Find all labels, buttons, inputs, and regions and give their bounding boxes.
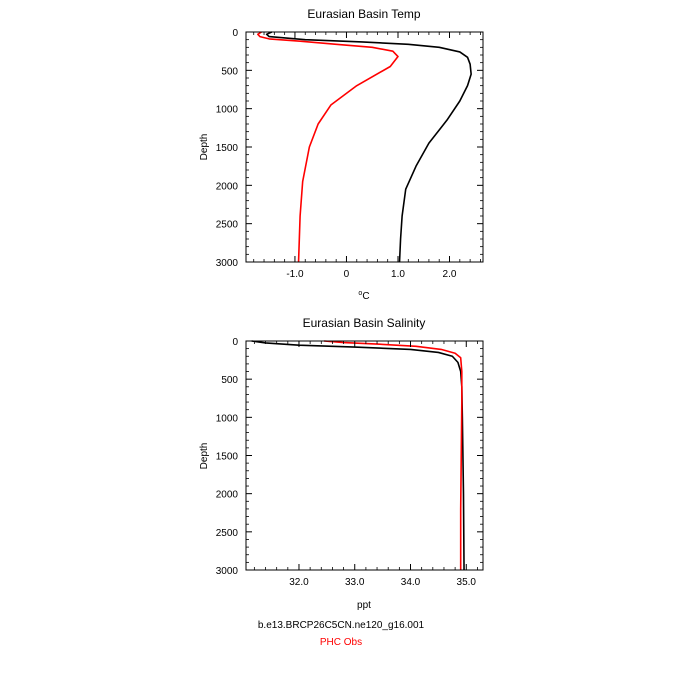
- salinity-ylabel: Depth: [199, 443, 210, 470]
- salinity-title: Eurasian Basin Salinity: [303, 316, 426, 330]
- salinity-ytick-label: 3000: [216, 566, 239, 577]
- temp-ytick-label: 3000: [216, 258, 239, 269]
- salinity-series-obs-line: [324, 340, 463, 570]
- legend-obs-label: PHC Obs: [319, 637, 363, 648]
- temp-ytick-label: 2000: [216, 181, 239, 192]
- salinity-xtick-label: 35.0: [457, 577, 477, 588]
- temp-ytick-label: 500: [221, 66, 238, 77]
- temp-ytick-label: 1500: [216, 143, 239, 154]
- temp-xtick-label: 1.0: [391, 269, 405, 280]
- legend-model-label: b.e13.BRCP26C5CN.ne120_g16.001: [257, 620, 425, 631]
- temp-ytick-label: 1000: [216, 105, 239, 116]
- salinity-xtick-label: 34.0: [401, 577, 421, 588]
- salinity-xtick-label: 33.0: [345, 577, 365, 588]
- temp-title: Eurasian Basin Temp: [307, 7, 421, 21]
- temp-xlabel-degree: o: [358, 290, 362, 297]
- temp-series-model-line: [265, 31, 472, 263]
- temp-series-obs-line: [257, 31, 399, 263]
- temp-xlabel-unit: C: [362, 291, 369, 302]
- salinity-ytick-label: 0: [232, 337, 238, 348]
- salinity-xlabel: ppt: [357, 600, 371, 611]
- temp-xlabel: oC: [358, 290, 369, 302]
- temp-xtick-label: -1.0: [286, 269, 304, 280]
- temp-plot-area: -1.0 0 1.0 2.0 0 500 1000 1500 2000 2500 3000: [216, 28, 484, 280]
- temp-ylabel: Depth: [199, 134, 210, 161]
- salinity-xtick-label: 32.0: [289, 577, 309, 588]
- salinity-plot-frame: [245, 340, 484, 571]
- temp-xtick-label: 2.0: [443, 269, 457, 280]
- salinity-ytick-label: 1500: [216, 452, 239, 463]
- temp-ytick-label: 0: [232, 28, 238, 39]
- temp-plot-frame: [245, 31, 484, 263]
- salinity-panel: Eurasian Basin Salinity Depth ppt 32.0 33…: [199, 316, 484, 611]
- salinity-ytick-label: 2000: [216, 490, 239, 501]
- temperature-panel: Eurasian Basin Temp Depth oC -1.0 0 1.0 2.0…: [199, 7, 484, 302]
- salinity-series-model-line: [251, 340, 465, 571]
- salinity-ytick-label: 1000: [216, 413, 239, 424]
- temp-ytick-label: 2500: [216, 220, 239, 231]
- salinity-plot-area: 32.0 33.0 34.0 35.0 0 500 1000 1500 2000 2500 3000: [216, 337, 484, 588]
- salinity-ytick-label: 500: [221, 375, 238, 386]
- temp-xtick-label: 0: [344, 269, 350, 280]
- salinity-ytick-label: 2500: [216, 528, 239, 539]
